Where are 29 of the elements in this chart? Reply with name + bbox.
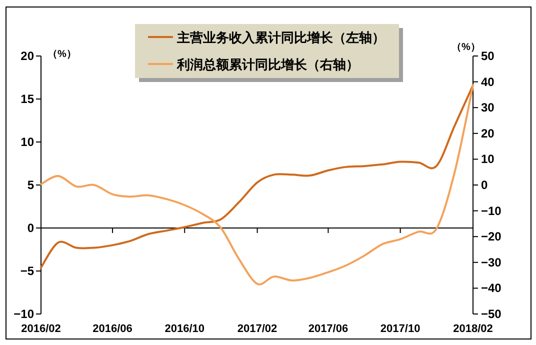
y-tick-label: 20 bbox=[20, 49, 34, 63]
y2-tick-label: −30 bbox=[481, 255, 502, 270]
y2-tick-label: −10 bbox=[481, 204, 502, 218]
y2-tick-label: −20 bbox=[481, 230, 502, 244]
x-tick-label: 2017/06 bbox=[308, 323, 348, 335]
y-tick-label: 15 bbox=[20, 92, 34, 106]
y2-tick-label: 50 bbox=[481, 49, 495, 63]
y-tick-label: 10 bbox=[20, 135, 34, 149]
y2-tick-label: 10 bbox=[481, 152, 495, 166]
x-tick-label: 2017/02 bbox=[237, 323, 278, 335]
y2-tick-label: 30 bbox=[481, 100, 495, 115]
x-tick-label: 2016/10 bbox=[164, 323, 204, 335]
y2-tick-label: 20 bbox=[481, 126, 495, 140]
y2-tick-label: −50 bbox=[481, 307, 502, 321]
y-tick-label: −10 bbox=[14, 307, 34, 321]
legend-label: 主营业务收入累计同比增长（左轴） bbox=[176, 30, 385, 45]
x-tick-label: 2016/06 bbox=[92, 323, 132, 335]
y-tick-label: 0 bbox=[27, 221, 34, 235]
x-tick-label: 2018/02 bbox=[453, 323, 493, 335]
y-axis-title: （%） bbox=[48, 49, 76, 60]
y2-tick-label: 40 bbox=[481, 74, 495, 89]
y-tick-label: −5 bbox=[20, 264, 34, 278]
y2-axis-title: （%） bbox=[452, 42, 480, 53]
y-tick-label: 5 bbox=[27, 178, 34, 192]
x-tick-label: 2017/10 bbox=[380, 323, 420, 335]
y2-tick-label: −40 bbox=[481, 281, 502, 296]
legend-label: 利润总额累计同比增长（右轴） bbox=[176, 57, 359, 72]
y2-tick-label: 0 bbox=[481, 178, 488, 192]
x-tick-label: 2016/02 bbox=[21, 323, 61, 335]
